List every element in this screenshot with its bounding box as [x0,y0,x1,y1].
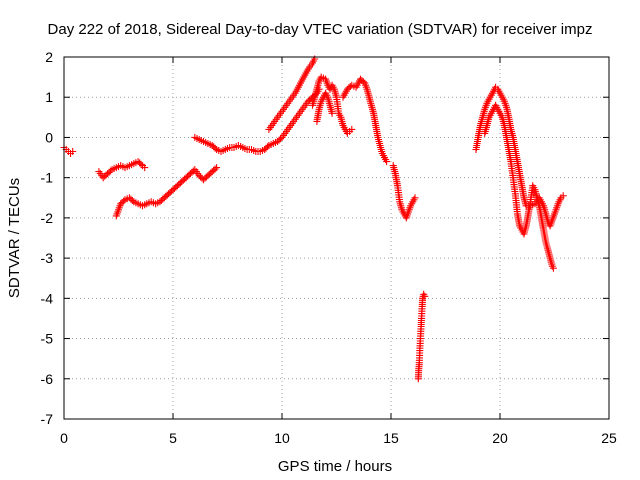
x-tick-label: 0 [60,430,68,446]
x-tick-label: 25 [601,430,617,446]
series-9 [389,162,419,222]
y-tick-label: -1 [41,170,54,186]
data-points [60,55,567,383]
data-point [211,165,219,173]
data-point [348,125,356,133]
data-point [549,264,557,272]
y-tick-label: -3 [41,250,54,266]
plot-border [63,56,610,420]
series-10 [414,290,429,383]
series-4 [191,85,323,155]
data-point [69,148,77,155]
data-point [213,164,221,172]
x-tick-label: 10 [274,430,290,446]
data-point [211,144,219,152]
y-tick-label: -2 [41,210,54,226]
chart-title: Day 222 of 2018, Sidereal Day-to-day VTE… [48,21,593,38]
x-tick-label: 20 [492,430,508,446]
data-point [120,197,128,205]
data-point [559,192,567,200]
y-tick-label: -7 [41,411,54,427]
y-tick-label: 2 [45,49,53,65]
data-point [328,109,336,117]
data-point [411,194,419,202]
data-point [128,197,136,204]
series-5 [265,55,319,133]
series-12 [481,101,557,272]
x-tick-label: 5 [169,430,177,446]
x-axis-label: GPS time / hours [278,458,392,475]
series-3 [112,164,221,220]
data-point [264,143,271,151]
series-7 [313,89,336,125]
y-axis-label: SDTVAR / TECUs [6,178,23,298]
data-point [277,135,284,143]
series-11 [472,83,567,230]
x-tick-label: 15 [383,430,399,446]
data-point [137,160,145,168]
series-2 [95,158,149,182]
series-8 [339,75,391,166]
y-tick-label: 0 [45,129,53,145]
series-6 [309,73,356,137]
data-point [107,167,114,175]
data-point [383,158,391,166]
y-tick-label: -5 [41,331,54,347]
data-point [141,164,149,172]
data-point [189,167,197,175]
y-tick-label: -4 [41,290,54,306]
y-tick-label: -6 [41,371,54,387]
series-1 [60,144,77,157]
y-tick-label: 1 [45,89,53,105]
data-point [421,292,429,300]
